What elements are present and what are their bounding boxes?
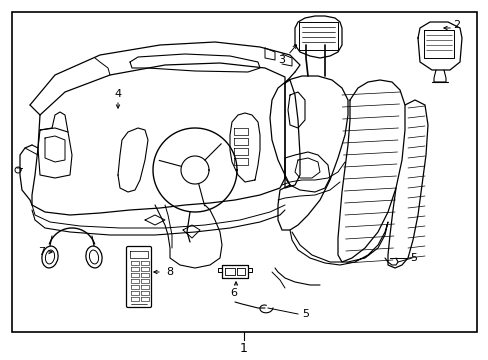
Text: 4: 4: [114, 89, 122, 99]
Text: 6: 6: [230, 288, 237, 298]
Text: 7: 7: [39, 247, 45, 257]
Text: 3: 3: [278, 55, 285, 65]
Text: 5: 5: [409, 253, 416, 263]
Bar: [12, 12, 476, 332]
Text: 5: 5: [302, 309, 308, 319]
Text: 8: 8: [165, 267, 173, 277]
Text: 2: 2: [452, 20, 460, 30]
Text: 1: 1: [240, 342, 247, 355]
